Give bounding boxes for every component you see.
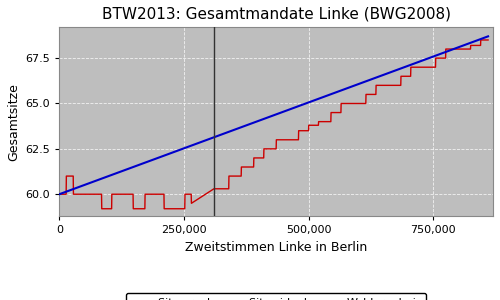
Sitze real [98,207,104,211]
Sitze real [56,192,62,196]
Sitze real [472,44,478,47]
Sitze real [78,192,84,196]
Y-axis label: Gesamtsitze: Gesamtsitze [7,83,20,160]
Sitze ideal [472,39,478,43]
Sitze ideal [485,34,491,38]
Sitze real [478,38,484,42]
Sitze ideal [472,39,478,43]
Sitze ideal [78,184,84,188]
Line: Sitze real: Sitze real [60,40,488,209]
Sitze real [265,147,271,151]
Sitze ideal [254,120,260,123]
Legend: Sitze real, Sitze ideal, Wahlergebnis: Sitze real, Sitze ideal, Wahlergebnis [126,293,426,300]
Sitze real [485,38,491,42]
Sitze real [394,83,400,87]
Sitze ideal [394,68,400,72]
X-axis label: Zweitstimmen Linke in Berlin: Zweitstimmen Linke in Berlin [185,241,368,254]
Title: BTW2013: Gesamtmandate Linke (BWG2008): BTW2013: Gesamtmandate Linke (BWG2008) [102,7,450,22]
Sitze ideal [265,116,271,119]
Sitze real [473,44,479,47]
Sitze ideal [56,192,62,196]
Sitze real [254,156,260,160]
Line: Sitze ideal: Sitze ideal [60,36,488,194]
